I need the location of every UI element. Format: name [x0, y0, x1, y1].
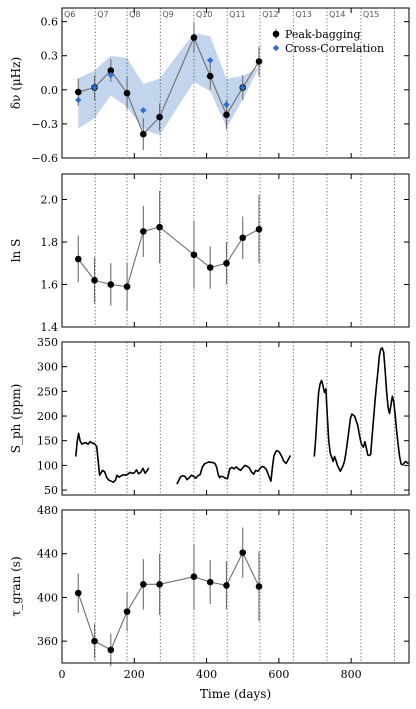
quarter-label: Q6	[64, 10, 75, 19]
x-tick-label: 600	[268, 668, 289, 681]
data-point	[255, 583, 263, 590]
data-point	[206, 578, 214, 586]
quarter-label: Q14	[329, 10, 345, 19]
data-point	[223, 259, 230, 267]
data-point	[74, 589, 82, 597]
quarter-label: Q11	[229, 10, 245, 19]
y-tick-label: −0.3	[31, 118, 58, 131]
y-tick-label: 1.8	[41, 236, 59, 249]
y-tick-label: 360	[37, 635, 58, 648]
quarter-label: Q7	[97, 10, 108, 19]
data-point	[206, 264, 214, 271]
x-tick-label: 0	[59, 668, 66, 681]
y-tick-label: 250	[37, 385, 58, 398]
data-point	[91, 637, 98, 645]
y-tick-label: 1.4	[41, 321, 59, 334]
legend-label-peak-bagging: Peak-bagging	[285, 28, 361, 41]
x-tick-label: 800	[341, 668, 362, 681]
quarter-label: Q12	[262, 10, 278, 19]
data-point	[107, 281, 115, 288]
quarter-label: Q8	[129, 10, 140, 19]
series-connector	[77, 226, 260, 288]
y-tick-label: 0.0	[41, 84, 59, 97]
series-line	[176, 449, 292, 485]
data-point	[223, 582, 230, 589]
legend-marker-cross-correlation	[272, 44, 280, 52]
panel-frame	[61, 509, 410, 664]
ylabel-s-ph: S_ph (ppm)	[9, 384, 23, 454]
cross-correlation-point	[91, 84, 98, 91]
y-tick-label: 100	[37, 459, 58, 472]
data-point	[223, 111, 230, 119]
panel-log-amplitude: 1.4 1.6 1.8 2.0 ln S	[9, 173, 410, 334]
y-tick-label: 1.6	[41, 279, 59, 292]
y-tick-label: 200	[37, 410, 58, 423]
data-point	[107, 67, 115, 74]
data-point	[255, 58, 263, 65]
x-tick-label: 400	[196, 668, 217, 681]
data-point	[123, 283, 131, 290]
data-point	[140, 228, 147, 235]
data-point	[123, 89, 131, 97]
ylabel-tau-gran: τ_gran (s)	[9, 556, 23, 616]
y-tick-label: 150	[37, 435, 58, 448]
quarter-label: Q13	[295, 10, 311, 19]
quarter-label: Q9	[162, 10, 173, 19]
data-point	[156, 223, 163, 231]
y-tick-label: 350	[37, 336, 58, 349]
y-tick-label: 440	[37, 548, 58, 561]
panel-frame	[61, 341, 410, 496]
x-tick-label: 200	[124, 668, 145, 681]
panel-frame	[61, 7, 410, 159]
data-point	[156, 581, 163, 588]
panel-frame	[61, 173, 410, 328]
cross-correlation-point	[140, 107, 147, 114]
data-point	[190, 34, 198, 41]
data-point	[190, 573, 198, 580]
data-point	[140, 581, 147, 588]
panel-granulation-timescale: 360 400 440 480 0 200 400 600 800 τ_gran (s) Time …	[9, 504, 410, 701]
data-point	[107, 646, 115, 654]
panel-frequency-shift: Q6 Q7 Q8 Q9 Q10 Q11 Q12 Q13 Q14 Q15 −0.6 −0.3 0.0 0.3…	[9, 7, 410, 165]
uncertainty-band	[78, 33, 259, 136]
data-point	[156, 113, 163, 121]
y-tick-label: 0.3	[41, 50, 59, 63]
data-point	[239, 234, 247, 242]
legend-label-cross-correlation: Cross-Correlation	[285, 42, 384, 55]
ylabel-delta-nu: δν (μHz)	[9, 57, 23, 109]
y-tick-label: 480	[37, 504, 58, 517]
quarter-label: Q15	[363, 10, 379, 19]
y-tick-label: 50	[44, 484, 58, 497]
xlabel-time: Time (days)	[200, 687, 271, 701]
quarter-label: Q10	[196, 10, 212, 19]
series-line	[313, 347, 409, 473]
data-point	[123, 608, 131, 615]
data-point	[74, 88, 82, 96]
cross-correlation-point	[223, 101, 230, 108]
y-tick-label: 400	[37, 591, 58, 604]
series-line	[74, 432, 150, 483]
data-point	[206, 72, 214, 80]
data-point	[140, 130, 147, 138]
data-point	[255, 225, 263, 233]
y-tick-label: −0.6	[31, 152, 58, 165]
y-tick-label: 300	[37, 361, 58, 374]
y-tick-label: 2.0	[41, 194, 59, 207]
legend-marker-peak-bagging	[272, 30, 280, 38]
series-connector	[77, 551, 260, 651]
cross-correlation-point	[107, 71, 114, 79]
data-point	[190, 251, 198, 259]
cross-correlation-point	[206, 57, 214, 64]
panel-photometric-index: 50 100 150 200 250 300 350 S_ph (ppm)	[9, 336, 410, 497]
data-point	[74, 255, 82, 263]
data-point	[239, 549, 247, 556]
data-point	[91, 276, 98, 284]
ylabel-ln-s: ln S	[9, 239, 23, 263]
cross-correlation-point	[239, 84, 246, 91]
y-tick-label: 0.6	[41, 16, 59, 29]
cross-correlation-point	[75, 96, 82, 104]
